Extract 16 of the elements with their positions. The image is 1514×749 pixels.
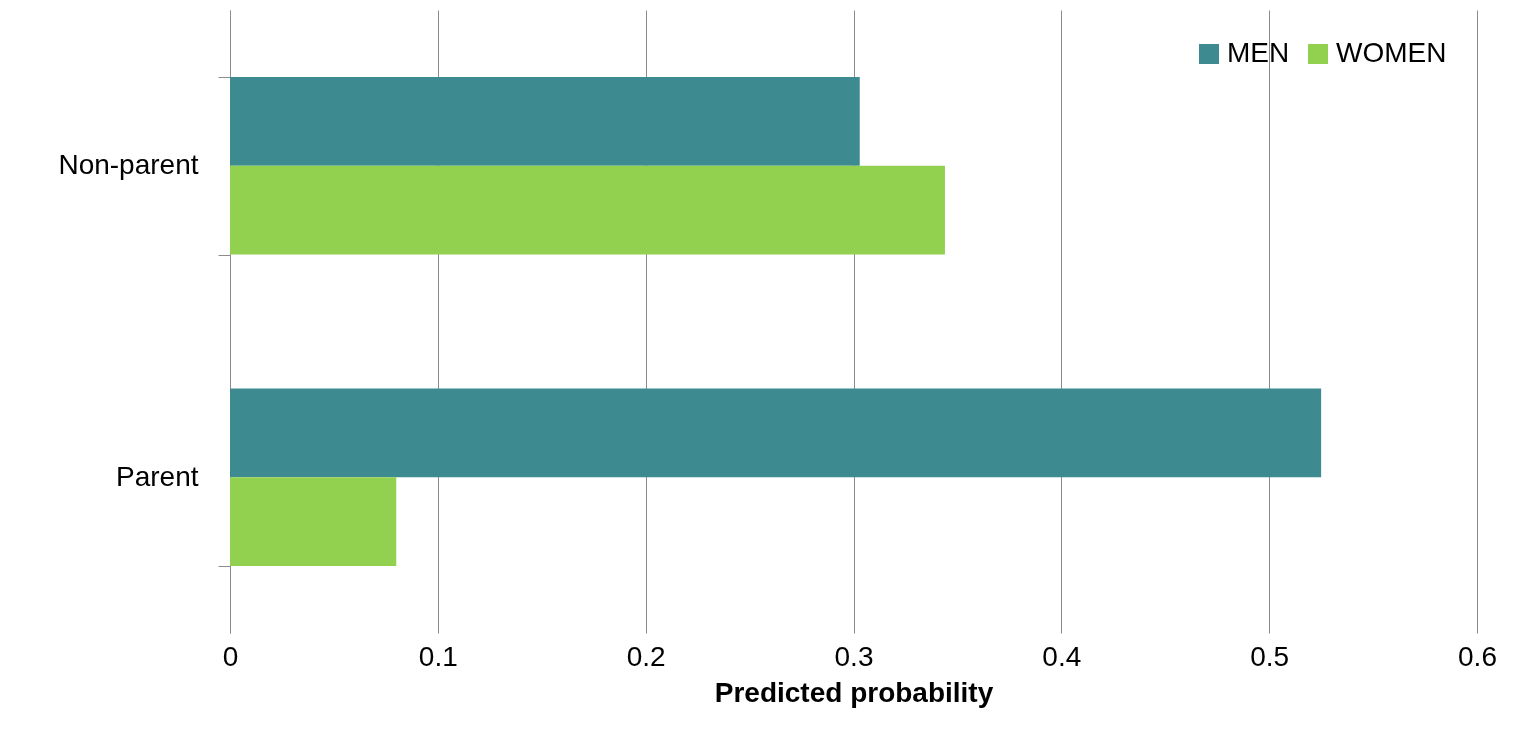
x-axis-title: Predicted probability <box>714 676 994 708</box>
x-tick-label: 0.4 <box>1042 640 1082 672</box>
bar <box>230 388 1322 478</box>
y-tick-label: Non-parent <box>58 149 199 181</box>
legend-label: WOMEN <box>1336 37 1447 68</box>
bar <box>230 76 860 166</box>
x-tick-label: 0.3 <box>834 640 874 672</box>
bar <box>230 477 397 567</box>
legend-label: MEN <box>1227 37 1290 68</box>
x-tick-label: 0.2 <box>626 640 666 672</box>
x-tick-label: 0.1 <box>418 640 458 672</box>
bar <box>230 165 945 255</box>
x-tick-label: 0.6 <box>1458 640 1497 672</box>
x-tick-label: 0.5 <box>1250 640 1290 672</box>
y-tick-label: Parent <box>116 460 199 492</box>
x-tick-label: 0 <box>222 640 239 672</box>
